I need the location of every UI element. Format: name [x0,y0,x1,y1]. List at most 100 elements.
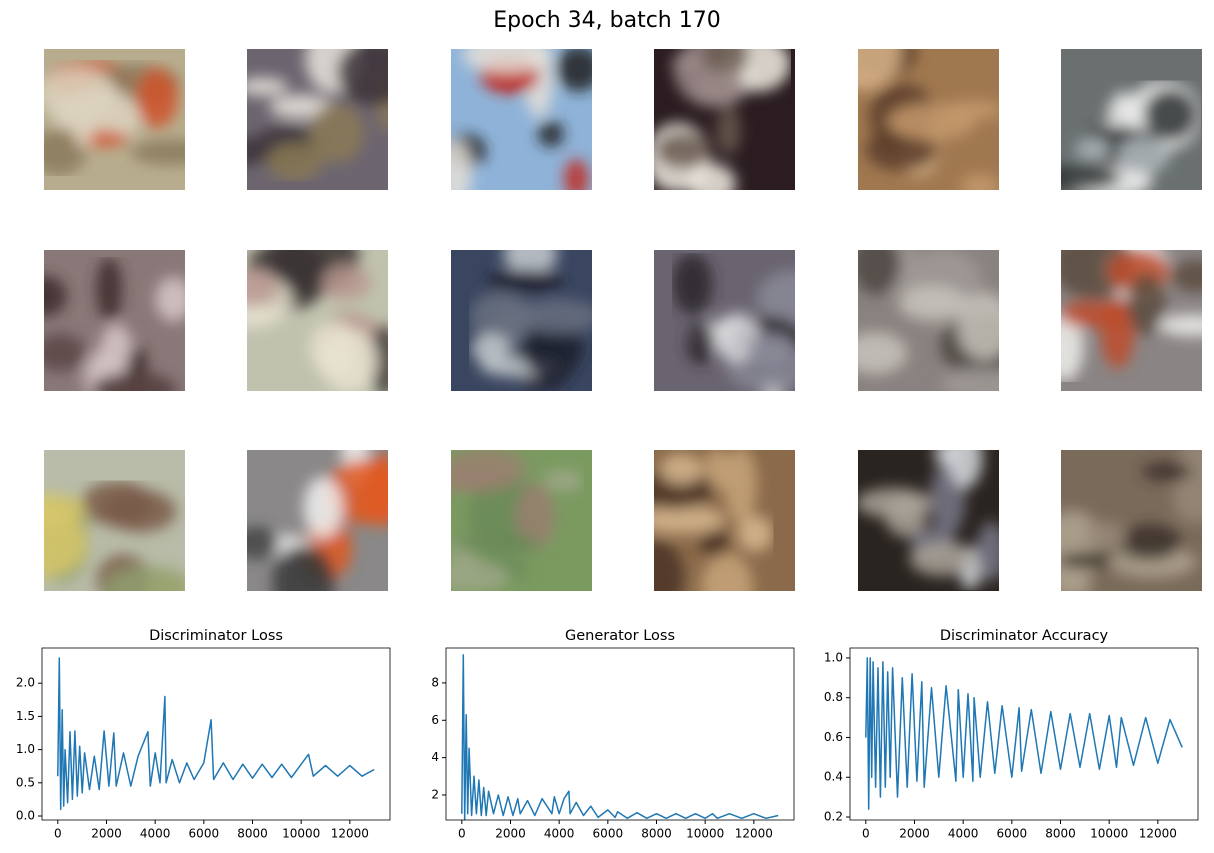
image-blob [858,250,901,295]
image-blob [746,332,795,367]
image-blob [692,69,746,107]
image-blob [520,318,584,378]
image-content [247,250,388,391]
image-blobs [44,257,185,391]
image-blob [95,257,123,322]
x-tick-label: 0 [54,827,62,841]
image-blob [858,487,933,518]
image-content [44,450,185,591]
image-blob [451,469,515,493]
image-content [247,450,388,591]
image-blob [155,277,185,322]
image-content [451,250,592,391]
image-blob [81,480,154,527]
image-blob [44,508,88,578]
image-blob [1117,137,1170,174]
image-content [451,450,592,591]
image-blob [462,49,553,74]
image-blob [247,527,280,559]
line-series [865,657,1183,810]
image-blob [942,366,999,391]
sample-image [654,49,795,190]
sample-image [654,450,795,591]
image-blob [321,265,372,301]
figure-title: Epoch 34, batch 170 [493,8,720,33]
sample-image [654,250,795,391]
image-blob [91,372,178,391]
image-blobs [469,250,592,391]
image-blob [247,136,261,167]
sample-image [1061,450,1202,591]
image-blob [654,539,685,591]
image-blob [44,493,86,526]
image-blob [654,131,712,170]
image-blob [724,450,757,523]
sample-image [858,250,999,391]
image-blob [486,269,564,294]
image-blob [737,515,774,552]
x-tick-label: 12000 [735,827,773,841]
image-blobs [247,450,388,591]
image-blob [1120,524,1182,561]
image-content [654,450,795,591]
sample-image [1061,250,1202,391]
image-content [44,250,185,391]
image-blob [247,269,280,307]
chart-title: Generator Loss [565,628,675,644]
x-tick-label: 2000 [899,827,930,841]
image-blob [688,163,737,190]
x-tick-label: 12000 [331,827,369,841]
image-blob [454,532,540,556]
image-blob [976,521,999,581]
image-blob [303,476,343,538]
image-content [858,450,999,591]
image-blobs [1061,80,1201,190]
y-tick-label: 0.5 [16,775,35,789]
image-blobs [247,49,388,182]
x-tick-label: 8000 [237,827,268,841]
image-blobs [1061,250,1202,382]
y-tick-label: 0.8 [824,690,843,704]
image-blob [858,331,907,375]
y-tick-label: 2 [431,787,439,801]
image-blob [451,139,472,190]
x-tick-label: 4000 [948,827,979,841]
image-blob [757,270,795,328]
image-blob [1171,259,1202,293]
image-blobs [654,49,791,190]
image-blob [503,250,558,275]
image-blob [320,328,378,391]
image-blob [1127,272,1166,336]
image-content [1061,450,1202,591]
image-blob [1061,310,1084,382]
y-tick-label: 0.6 [824,730,843,744]
image-blob [654,505,726,534]
x-tick-label: 6000 [189,827,220,841]
image-blob [555,49,592,92]
image-blob [947,450,983,489]
line-series [461,654,779,820]
image-blob [957,292,999,361]
y-tick-label: 1.0 [16,742,35,756]
image-blob [1172,473,1202,523]
x-tick-label: 4000 [140,827,171,841]
x-tick-label: 6000 [593,827,624,841]
image-blob [704,450,731,491]
chart-title: Discriminator Loss [149,628,283,644]
image-content [451,49,592,190]
image-blob [1143,88,1198,142]
sample-image [451,250,592,391]
image-blob [247,77,288,96]
image-blob [516,298,592,334]
image-blob [700,552,754,591]
y-tick-label: 8 [431,675,439,689]
image-blobs [858,450,999,591]
image-blob [44,333,87,372]
image-blob [451,561,509,591]
sample-image [451,49,592,190]
y-tick-label: 0.0 [16,809,35,823]
image-blob [44,67,117,121]
image-blob [1061,165,1121,190]
line-series [57,657,375,811]
